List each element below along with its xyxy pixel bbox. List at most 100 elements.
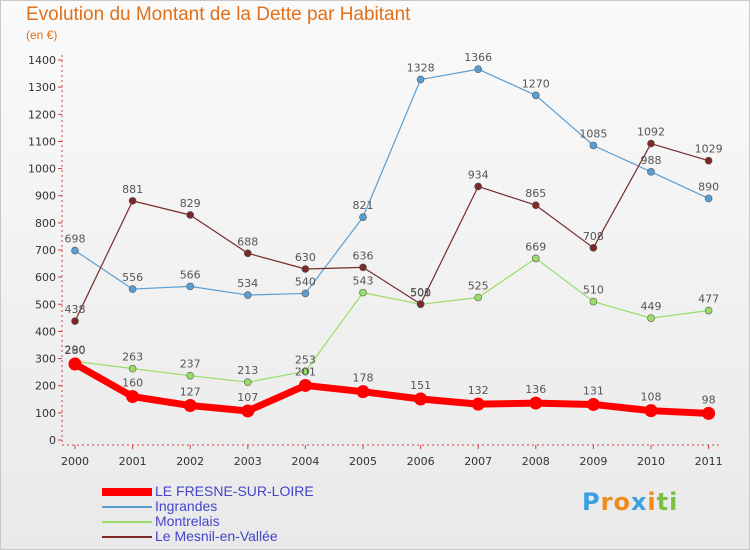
logo-letter: i — [669, 488, 679, 516]
data-point — [704, 306, 713, 315]
data-point — [241, 404, 255, 418]
data-point — [531, 91, 540, 100]
data-label: 630 — [295, 251, 316, 264]
chart-subtitle: (en €) — [26, 28, 58, 42]
data-label: 98 — [702, 393, 716, 406]
legend-swatch-ingrandes — [102, 506, 152, 508]
data-point — [647, 139, 655, 148]
y-tick-label: 300 — [35, 353, 56, 366]
data-point — [244, 378, 252, 386]
y-tick-label: 700 — [35, 244, 56, 257]
y-tick-label: 400 — [35, 325, 56, 338]
data-point — [589, 244, 598, 252]
y-tick-label: 800 — [35, 217, 56, 230]
data-point — [416, 75, 425, 84]
data-label: 477 — [698, 293, 719, 306]
data-label: 821 — [353, 199, 374, 212]
x-tick-label: 2005 — [349, 455, 377, 468]
data-label: 881 — [122, 183, 143, 196]
data-point — [301, 289, 310, 298]
data-point — [531, 254, 540, 263]
data-label: 132 — [468, 384, 489, 397]
data-point — [128, 285, 137, 293]
data-point — [244, 249, 252, 258]
data-label: 107 — [237, 391, 258, 404]
y-tick-label: 1300 — [28, 81, 56, 94]
data-label: 510 — [583, 284, 604, 297]
data-label: 1029 — [695, 143, 723, 156]
data-point — [704, 156, 713, 165]
series-line-1 — [74, 68, 709, 296]
data-label: 253 — [295, 353, 316, 366]
data-label: 151 — [410, 379, 431, 392]
data-point — [586, 397, 600, 411]
logo-letter: o — [613, 488, 631, 516]
data-point — [474, 182, 483, 191]
data-label: 178 — [353, 372, 374, 385]
data-label: 543 — [353, 275, 374, 288]
data-label: 108 — [641, 391, 662, 404]
logo-letter: P — [582, 488, 601, 516]
data-label: 525 — [468, 280, 489, 293]
data-label: 237 — [180, 358, 201, 371]
y-tick-label: 1100 — [28, 135, 56, 148]
data-point — [474, 65, 483, 74]
legend-label-montrelais: Montrelais — [155, 513, 220, 529]
data-point — [647, 168, 655, 176]
data-label: 1085 — [579, 128, 607, 141]
proxiti-logo: Proxiti — [582, 488, 678, 516]
data-point — [71, 246, 79, 255]
data-label: 669 — [525, 240, 546, 253]
data-label: 127 — [180, 386, 201, 399]
data-point — [301, 265, 310, 273]
series-line-0 — [73, 360, 709, 417]
data-label: 698 — [65, 233, 86, 246]
y-tick-label: 0 — [49, 434, 56, 447]
data-point — [416, 300, 425, 308]
data-label: 890 — [698, 180, 719, 193]
series-line-3 — [74, 143, 709, 322]
data-label: 500 — [410, 286, 431, 299]
data-label: 136 — [525, 383, 546, 396]
data-point — [474, 293, 483, 302]
legend-swatch-montrelais — [102, 521, 152, 523]
data-label: 160 — [122, 377, 143, 390]
data-point — [356, 385, 370, 399]
x-tick-label: 2006 — [407, 455, 435, 468]
data-point — [647, 314, 655, 322]
y-tick-label: 100 — [35, 407, 56, 420]
y-tick-label: 500 — [35, 298, 56, 311]
x-tick-label: 2008 — [522, 455, 550, 468]
data-point — [704, 194, 713, 203]
logo-letter: i — [647, 488, 657, 516]
data-point — [531, 201, 540, 210]
data-point — [359, 213, 367, 221]
data-label: 534 — [237, 277, 258, 290]
data-point — [359, 288, 367, 297]
data-point — [589, 141, 598, 150]
y-tick-label: 200 — [35, 380, 56, 393]
data-label: 1366 — [464, 51, 492, 64]
data-point — [301, 367, 310, 376]
data-point — [414, 392, 428, 406]
x-tick-label: 2007 — [464, 455, 492, 468]
series-line-2 — [74, 257, 709, 383]
data-point — [702, 406, 716, 420]
data-label: 1328 — [407, 62, 435, 75]
data-point — [471, 397, 485, 411]
x-tick-label: 2009 — [579, 455, 607, 468]
data-point — [128, 197, 137, 205]
logo-letter: r — [600, 488, 614, 516]
data-label: 438 — [65, 303, 86, 316]
data-label: 263 — [122, 351, 143, 364]
data-point — [589, 297, 598, 306]
data-label: 213 — [237, 364, 258, 377]
data-point — [71, 317, 79, 325]
logo-letter: x — [630, 488, 648, 516]
data-point — [186, 371, 194, 380]
data-label: 934 — [468, 168, 489, 181]
legend-label-mesnil: Le Mesnil-en-Vallée — [155, 528, 278, 544]
data-label: 501 — [410, 286, 431, 299]
chart-title: Evolution du Montant de la Dette par Hab… — [26, 4, 411, 25]
